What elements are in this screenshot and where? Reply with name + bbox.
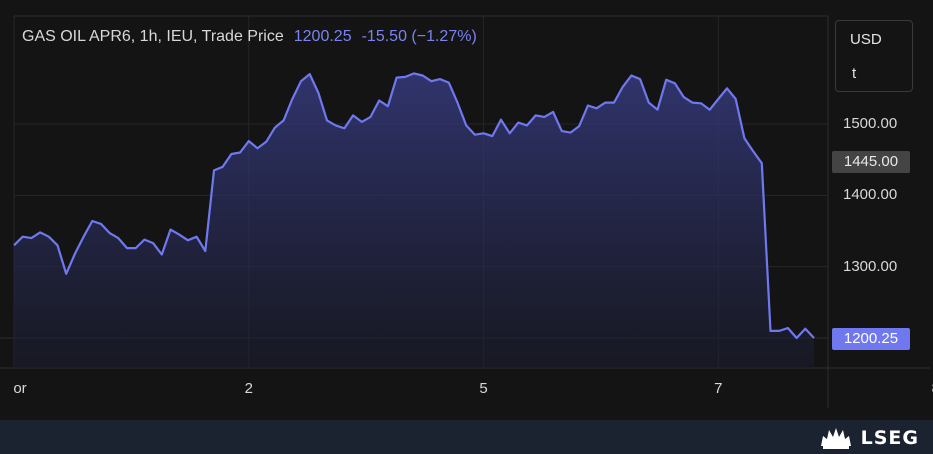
current-price-tag: 1200.25 [832, 328, 910, 350]
currency-label: USD [850, 31, 882, 48]
price-chart[interactable] [0, 0, 933, 420]
unit-selector[interactable]: USD t [835, 20, 913, 92]
measure-unit-label: t [852, 65, 857, 82]
last-close-price-tag: 1445.00 [832, 151, 910, 173]
lseg-logo: LSEG [817, 426, 919, 450]
x-tick-label: or [13, 380, 27, 397]
lion-crest-icon [820, 428, 851, 449]
y-tick-label: 1500.00 [843, 115, 898, 132]
chart-legend: GAS OIL APR6, 1h, IEU, Trade Price 1200.2… [22, 28, 477, 46]
price-area-fill [14, 73, 814, 369]
price-change-label: -15.50 (−1.27%) [361, 28, 477, 45]
x-tick-label: 5 [479, 380, 488, 397]
x-tick-label: 7 [714, 380, 723, 397]
y-tick-label: 1300.00 [843, 257, 898, 275]
last-price-label: 1200.25 [293, 28, 352, 45]
price-series-line [13, 72, 815, 340]
footer-bar: LSEG [0, 420, 933, 454]
x-tick-label: 8 [932, 380, 933, 397]
brand-name: LSEG [860, 427, 919, 449]
x-tick-label: 2 [244, 380, 253, 397]
symbol-label: GAS OIL APR6, 1h, IEU, Trade Price [22, 28, 284, 45]
chart-panel: GAS OIL APR6, 1h, IEU, Trade Price 1200.2… [0, 0, 933, 420]
y-tick-label: 1400.00 [843, 186, 898, 204]
